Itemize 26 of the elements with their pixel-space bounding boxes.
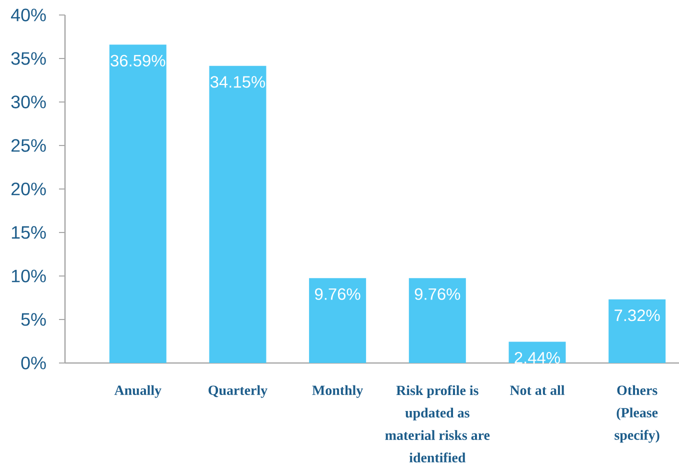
x-tick-label: Others (Please specify) (614, 385, 660, 443)
data-label: 9.76% (414, 288, 460, 300)
y-tick-label: 40% (10, 8, 46, 22)
bar (209, 66, 266, 363)
x-tick-label: Quarterly (208, 385, 268, 398)
y-tick-label: 5% (21, 313, 46, 326)
x-tick-label: Monthly (312, 385, 364, 398)
y-tick-label: 0% (21, 356, 46, 370)
data-label: 9.76% (315, 288, 360, 300)
y-tick-label: 15% (12, 226, 46, 239)
x-tick-label: Anually (114, 385, 162, 398)
x-tick-label: Risk profile is updated as material risks are identified (385, 385, 490, 462)
data-label: 36.59% (110, 54, 166, 66)
bar (608, 299, 666, 363)
bar (109, 44, 166, 363)
y-tick-label: 10% (12, 270, 46, 282)
bar (408, 278, 466, 363)
bar (309, 278, 366, 363)
data-label: 34.15% (210, 76, 266, 88)
data-label: 7.32% (614, 310, 660, 322)
y-tick-label: 25% (11, 139, 46, 152)
y-tick-label: 20% (11, 182, 46, 196)
y-tick-label: 30% (11, 96, 46, 108)
y-tick-label: 35% (11, 52, 46, 65)
x-tick-label: Not at all (510, 385, 565, 396)
data-label: 2.44% (514, 352, 560, 364)
